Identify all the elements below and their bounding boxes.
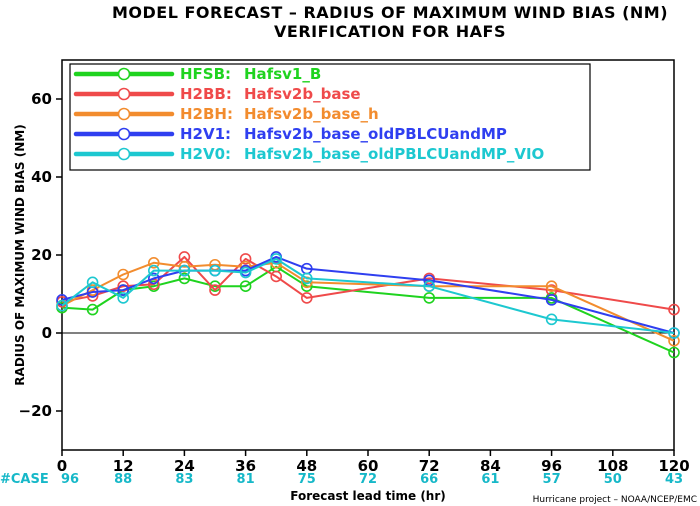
data-point bbox=[300, 292, 313, 304]
y-axis-ticks: −20 0 20 40 60 bbox=[19, 90, 62, 420]
data-point bbox=[86, 303, 99, 316]
data-point bbox=[239, 280, 252, 293]
legend-description: Hafsv2b_base bbox=[244, 85, 361, 103]
x-tick-label: 96 bbox=[541, 457, 562, 475]
case-label: #CASE bbox=[0, 472, 49, 487]
data-point bbox=[178, 272, 191, 285]
legend: HFSB: Hafsv1_B H2BB: Hafsv2b_base H2BH: Hafsv… bbox=[73, 65, 544, 163]
data-point bbox=[239, 253, 252, 265]
data-point bbox=[545, 294, 558, 306]
data-point bbox=[423, 292, 436, 304]
legend-label: H2V1: bbox=[180, 125, 231, 143]
x-tick-label: 120 bbox=[658, 457, 689, 475]
series-h2v0 bbox=[56, 253, 680, 339]
data-point bbox=[300, 272, 313, 285]
y-tick-label: 20 bbox=[31, 246, 52, 264]
data-point bbox=[148, 264, 160, 277]
y-axis-label: RADIUS OF MAXIMUM WIND BIAS (NM) bbox=[13, 124, 27, 385]
data-point bbox=[668, 327, 680, 339]
legend-label: H2BB: bbox=[180, 85, 232, 103]
case-count: 83 bbox=[175, 472, 193, 487]
y-tick-label: −20 bbox=[19, 402, 52, 420]
series-line bbox=[61, 265, 675, 354]
case-count: 72 bbox=[359, 472, 377, 487]
x-tick-label: 48 bbox=[296, 457, 317, 475]
data-point bbox=[117, 284, 129, 296]
x-tick-label: 12 bbox=[113, 457, 134, 475]
legend-entry: H2V0: Hafsv2b_base_oldPBLCUandMP_VIO bbox=[73, 145, 544, 163]
x-axis-label: Forecast lead time (hr) bbox=[290, 489, 446, 503]
data-point bbox=[178, 260, 191, 273]
x-tick-label: 0 bbox=[57, 457, 67, 475]
x-tick-label: 24 bbox=[174, 457, 195, 475]
data-point bbox=[423, 280, 436, 293]
legend-marker bbox=[117, 147, 131, 161]
data-point bbox=[86, 276, 99, 289]
data-point bbox=[209, 264, 221, 277]
legend-description: Hafsv1_B bbox=[244, 65, 321, 83]
case-counts: 96 88 83 81 75 72 66 61 57 50 43 bbox=[61, 472, 683, 487]
case-count: 61 bbox=[481, 472, 499, 487]
data-point bbox=[148, 256, 160, 269]
data-point bbox=[545, 313, 558, 326]
x-tick-label: 36 bbox=[235, 457, 256, 475]
data-point bbox=[117, 292, 129, 304]
legend-marker bbox=[117, 67, 131, 81]
data-point bbox=[209, 284, 221, 296]
x-tick-label: 84 bbox=[480, 457, 501, 475]
y-tick-label: 60 bbox=[31, 90, 52, 108]
legend-entry: HFSB: Hafsv1_B bbox=[73, 65, 321, 83]
legend-description: Hafsv2b_base_h bbox=[244, 105, 379, 123]
y-tick-label: 0 bbox=[42, 324, 52, 342]
data-point bbox=[270, 270, 283, 283]
data-point bbox=[668, 346, 680, 359]
data-point bbox=[668, 303, 680, 316]
legend-entry: H2BB: Hafsv2b_base bbox=[73, 85, 361, 103]
case-count: 66 bbox=[420, 472, 438, 487]
data-point bbox=[178, 264, 191, 277]
data-point bbox=[117, 280, 129, 293]
data-point bbox=[545, 280, 558, 293]
x-tick-label: 108 bbox=[597, 457, 628, 475]
data-point bbox=[239, 266, 252, 279]
data-point bbox=[117, 268, 129, 281]
y-tick-label: 40 bbox=[31, 168, 52, 186]
credit-text: Hurricane project – NOAA/NCEP/EMC bbox=[533, 495, 697, 505]
legend-label: H2V0: bbox=[180, 145, 231, 163]
legend-entry: H2V1: Hafsv2b_base_oldPBLCUandMP bbox=[73, 125, 507, 143]
case-count: 57 bbox=[543, 472, 561, 487]
legend-description: Hafsv2b_base_oldPBLCUandMP_VIO bbox=[244, 145, 544, 163]
x-tick-label: 72 bbox=[419, 457, 440, 475]
x-tick-label: 60 bbox=[358, 457, 379, 475]
chart-subtitle: VERIFICATION FOR HAFS bbox=[274, 22, 506, 41]
legend-marker bbox=[117, 127, 131, 141]
data-point bbox=[148, 272, 160, 285]
legend-label: HFSB: bbox=[180, 65, 231, 83]
case-count: 43 bbox=[665, 472, 683, 487]
legend-marker bbox=[117, 107, 131, 121]
data-point bbox=[270, 253, 283, 265]
legend-marker bbox=[117, 87, 131, 101]
data-point bbox=[56, 299, 68, 312]
case-count: 81 bbox=[237, 472, 255, 487]
legend-entry: H2BH: Hafsv2b_base_h bbox=[73, 105, 379, 123]
case-count: 96 bbox=[61, 472, 79, 487]
chart-title: MODEL FORECAST – RADIUS OF MAXIMUM WIND … bbox=[112, 3, 668, 22]
data-point bbox=[668, 334, 680, 347]
case-count: 88 bbox=[114, 472, 132, 487]
legend-label: H2BH: bbox=[180, 105, 233, 123]
series-layer bbox=[56, 251, 680, 359]
legend-description: Hafsv2b_base_oldPBLCUandMP bbox=[244, 125, 507, 143]
x-axis-ticks: 0 12 24 36 48 60 72 84 96 108 120 bbox=[57, 450, 690, 475]
case-count: 50 bbox=[604, 472, 622, 487]
case-count: 75 bbox=[298, 472, 316, 487]
